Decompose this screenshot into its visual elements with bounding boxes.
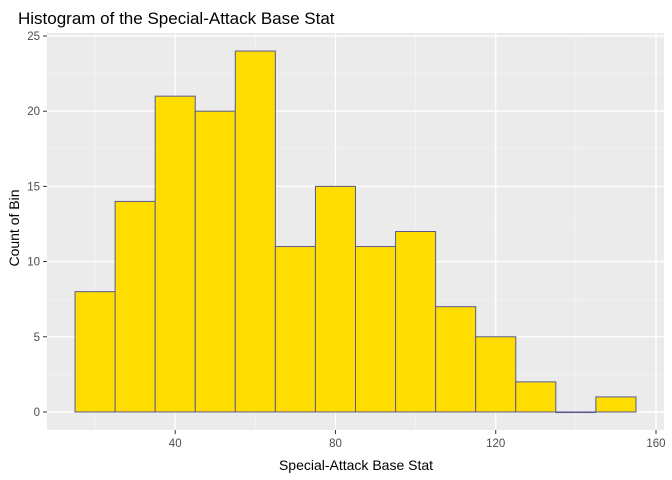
x-axis-title: Special-Attack Base Stat — [279, 457, 433, 473]
chart-title: Histogram of the Special-Attack Base Sta… — [18, 9, 335, 28]
histogram-bar — [595, 396, 637, 413]
x-axis: 40 80 120 160 — [169, 430, 666, 450]
y-axis: 0 5 10 15 20 25 — [27, 31, 47, 419]
histogram-bar — [154, 95, 196, 413]
x-tick-label: 120 — [486, 438, 505, 450]
y-tick-label: 25 — [27, 31, 40, 43]
histogram-bar — [395, 231, 437, 413]
histogram-bar — [234, 50, 276, 413]
x-tick-label: 160 — [646, 438, 665, 450]
histogram-bar — [475, 336, 517, 413]
histogram-bar — [555, 411, 597, 414]
histogram-bar — [194, 110, 236, 413]
y-tick-label: 10 — [27, 257, 40, 269]
y-axis-title: Count of Bin — [6, 189, 22, 266]
x-tick-label: 80 — [329, 438, 342, 450]
histogram-bar — [355, 246, 397, 413]
y-tick-label: 0 — [34, 407, 40, 419]
histogram-bar — [114, 200, 156, 413]
histogram-bar — [435, 306, 477, 413]
histogram-bar — [515, 381, 557, 413]
y-tick-label: 5 — [34, 332, 40, 344]
histogram-bar — [314, 185, 356, 413]
y-tick-label: 20 — [27, 106, 40, 118]
y-tick-label: 15 — [27, 181, 40, 193]
x-tick-label: 40 — [169, 438, 182, 450]
histogram-bars — [74, 50, 637, 414]
histogram-bar — [274, 246, 316, 413]
histogram-bar — [74, 291, 116, 413]
